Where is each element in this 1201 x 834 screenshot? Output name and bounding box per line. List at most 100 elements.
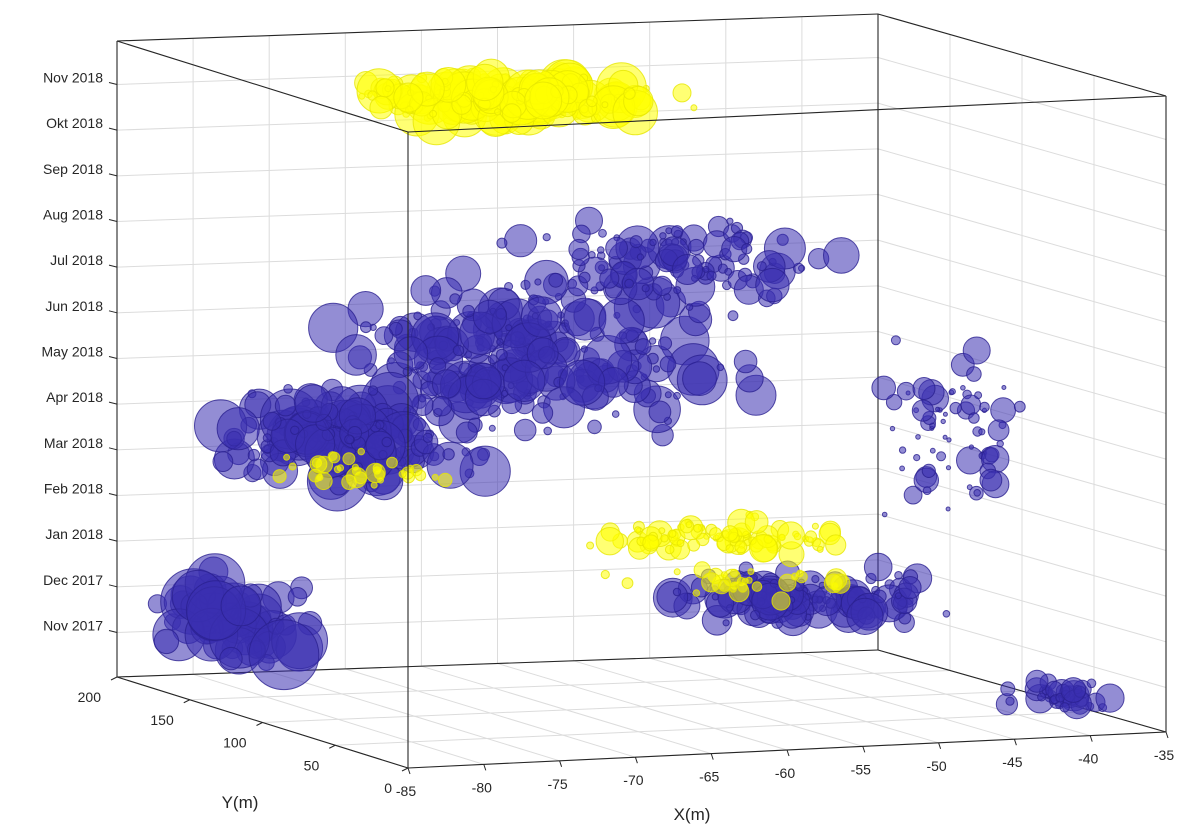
scatter-point-blue [936,451,947,462]
scatter-point-blue [381,436,393,448]
scatter-point-blue [442,448,455,461]
scatter-point-blue [960,385,966,391]
scatter-point-yellow [369,95,394,120]
y-tick-label: 200 [78,689,102,705]
tick-layer: -85 -80 -75 -70 -65 -60 -55 -50 -45 -40 -35 0 50 100 1… [42,70,1175,799]
scatter-point-blue [915,434,921,440]
scatter-point-blue [921,463,936,478]
scatter-point-blue [629,235,643,249]
x-tick-mark [634,757,638,764]
scatter-point-yellow [393,82,424,113]
scatter-point-blue [367,385,379,396]
back-wall-grid-z [116,148,879,177]
scatter-point-yellow [621,577,634,589]
x-tick-label: -75 [547,776,567,792]
scatter-point-blue [942,434,948,440]
scatter-point-blue [756,261,767,272]
scatter-point-blue [220,585,262,627]
scatter-point-yellow [342,452,356,466]
scatter-point-blue [896,381,916,401]
y-tick-label: 150 [150,712,174,728]
scatter-point-blue [711,593,720,601]
scatter-point-yellow [693,523,702,533]
scatter-point-blue [465,362,502,400]
scatter-point-blue [996,440,1004,448]
x-tick-label: -55 [851,761,871,777]
scatter-point-blue [968,444,975,450]
scatter-point-yellow [586,541,595,550]
x-tick-label: -45 [1002,754,1022,770]
scatter-point-blue [568,238,590,260]
x-tick-mark [938,742,942,749]
scatter-point-yellow [327,451,338,462]
y-tick-mark [256,722,263,726]
z-tick-label: Dec 2017 [43,572,103,588]
scatter-point-blue [890,335,901,346]
x-tick-mark [862,746,866,753]
scatter-point-blue [520,296,563,338]
scatter-point-blue [246,458,269,481]
scatter-point-blue [290,425,300,435]
scatter-point-blue [935,406,941,412]
z-tick-label: Sep 2018 [43,161,103,177]
scatter-point-yellow [272,469,287,484]
floor-grid-y [335,711,1095,746]
scatter-point-yellow [437,472,453,488]
x-tick-mark [559,760,563,767]
side-wall-grid-z [877,148,1167,232]
scatter-point-blue [634,338,652,355]
scatter-point-yellow [751,581,763,592]
scatter-point-blue [526,337,559,370]
scatter-point-yellow [370,481,378,489]
scatter-point-blue [548,272,564,288]
scatter-point-blue [212,451,234,473]
scatter-point-yellow [747,568,755,576]
side-wall-grid-z [877,194,1167,277]
scatter-point-blue [811,575,820,584]
z-tick-mark [108,401,118,405]
scatter-point-yellow [595,527,624,556]
scatter-point-blue [942,411,948,417]
scatter-point-blue [648,400,672,424]
scatter-point-blue [1059,702,1070,713]
x-tick-label: -35 [1154,747,1174,763]
scatter-point-blue [741,243,753,255]
side-wall-grid-z [877,422,1167,506]
scatter-point-yellow [660,534,669,543]
scatter-point-yellow [776,521,806,550]
scatter-point-blue [219,646,243,671]
scatter-point-yellow [672,83,692,103]
scatter-point-yellow [315,455,333,474]
scatter-point-blue [863,552,893,582]
scatter-point-blue [1001,385,1007,390]
axis-edge [407,95,1167,133]
scatter-point-blue [274,394,297,417]
scatter-point-blue [973,489,982,497]
scatter-point-blue [846,597,884,636]
scatter-point-blue [823,237,860,274]
scatter-point-blue [1005,696,1015,706]
scatter-point-blue [726,217,734,225]
z-tick-mark [108,219,118,222]
scatter-point-yellow [745,576,753,584]
scatter-point-blue [534,278,542,286]
scatter-point-yellow [734,540,748,554]
scatter-point-yellow [586,95,598,108]
scatter-point-blue [496,338,504,346]
axis-edge [116,40,409,133]
scatter-point-blue [946,437,952,443]
side-wall-grid-z [877,285,1167,369]
x-tick-mark [786,749,790,757]
scatter-point-blue [656,581,689,613]
scatter-point-blue [611,410,620,418]
scatter-point-blue [1013,400,1026,413]
back-wall-grid-z [116,239,879,268]
x-tick-label: -60 [775,765,795,781]
scatter-point-yellow [701,572,722,593]
scatter-point-blue [652,275,673,296]
x-tick-mark [1013,739,1017,746]
scatter-point-blue [283,384,293,394]
axis-edge [877,649,1167,733]
y-tick-mark [110,676,118,681]
